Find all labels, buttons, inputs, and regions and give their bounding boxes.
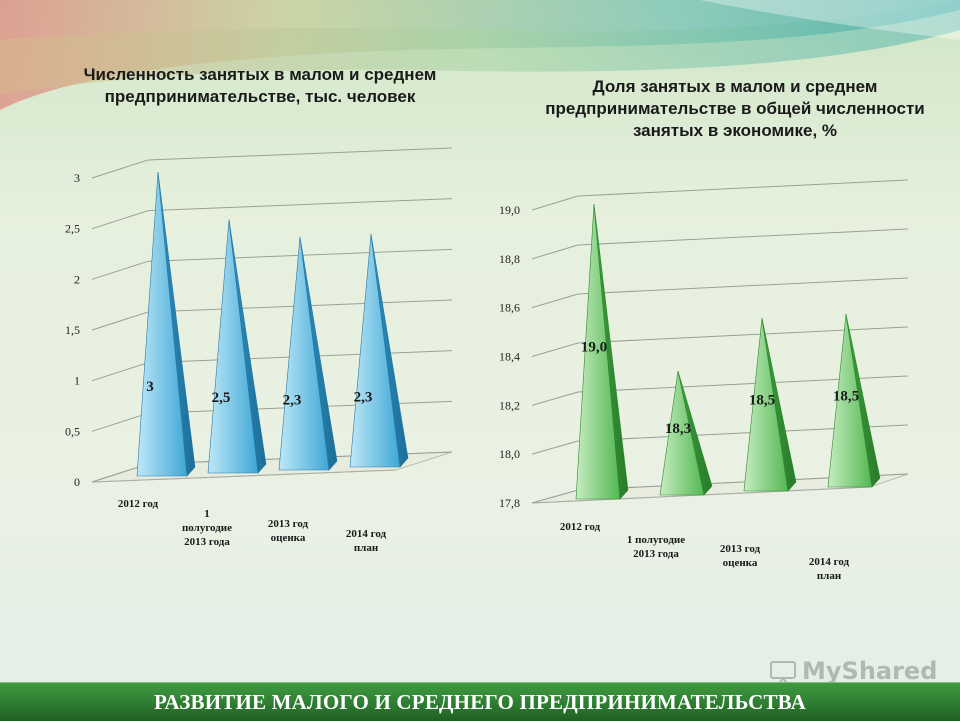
bar-side [761, 318, 797, 492]
gridline-side [91, 210, 149, 230]
gridline [577, 179, 909, 197]
data-label: 2,3 [283, 393, 302, 409]
y-tick-label: 18,0 [499, 447, 520, 461]
data-label: 18,5 [749, 393, 775, 409]
gridline-side [531, 244, 579, 260]
x-axis-line [91, 469, 397, 483]
gridline [577, 277, 909, 295]
y-tick-label: 1,5 [65, 323, 80, 337]
y-tick-label: 2,5 [65, 222, 80, 236]
footer-banner: РАЗВИТИЕ МАЛОГО И СРЕДНЕГО ПРЕДПРИНИМАТЕ… [0, 682, 960, 721]
y-tick-label: 2 [74, 272, 80, 286]
x-tick-label: 2014 год план [809, 556, 850, 582]
data-label: 3 [146, 379, 154, 395]
y-tick-label: 19,0 [499, 203, 520, 217]
x-tick-label: 2012 год [118, 498, 159, 510]
x-tick-label: 2014 год план [346, 528, 387, 554]
chart-title-share: Доля занятых в малом и среднем предприни… [545, 77, 925, 140]
data-label: 2,3 [354, 390, 373, 406]
bar-side [593, 203, 629, 500]
data-label: 18,5 [833, 389, 859, 405]
x-tick-label: 2013 год оценка [268, 518, 309, 544]
y-tick-label: 1 [74, 374, 80, 388]
bar-side [370, 233, 409, 468]
gridline-side [531, 195, 579, 211]
bar-side [228, 219, 267, 474]
watermark-text: MyShared [802, 657, 938, 685]
y-tick-label: 18,2 [499, 398, 520, 412]
gridline-side [91, 311, 149, 331]
x-tick-label: 1 полугодие 2013 года [627, 534, 685, 560]
footer-text: РАЗВИТИЕ МАЛОГО И СРЕДНЕГО ПРЕДПРИНИМАТЕ… [154, 689, 806, 714]
x-tick-label: 1 полугодие 2013 года [182, 508, 232, 548]
gridline-side [91, 362, 149, 382]
bar-side [157, 171, 196, 477]
bar-side [677, 370, 713, 496]
gridline [147, 198, 453, 212]
bar-side [845, 314, 881, 488]
gridline-side [531, 342, 579, 357]
data-label: 19,0 [581, 340, 607, 356]
gridline-side [531, 489, 579, 504]
data-label: 2,5 [212, 390, 231, 406]
x-tick-label: 2012 год [560, 521, 601, 533]
y-tick-label: 0,5 [65, 424, 80, 438]
gridline-side [531, 391, 579, 406]
y-tick-label: 3 [74, 171, 80, 185]
y-tick-label: 18,4 [499, 350, 520, 364]
gridline [577, 228, 909, 246]
gridline-side [531, 440, 579, 455]
gridline [147, 147, 453, 161]
gridline-side [531, 293, 579, 309]
gridline-side [91, 159, 149, 179]
gridline [577, 326, 909, 344]
y-tick-label: 18,6 [499, 301, 520, 315]
y-tick-label: 0 [74, 475, 80, 489]
bar-side [299, 236, 338, 471]
x-tick-label: 2013 год оценка [720, 543, 761, 569]
y-tick-label: 18,8 [499, 252, 520, 266]
gridline-side [91, 412, 149, 432]
data-label: 18,3 [665, 421, 691, 437]
y-tick-label: 17,8 [499, 496, 520, 510]
chart-title-employment: Численность занятых в малом и среднем пр… [83, 65, 437, 106]
watermark: MyShared [768, 654, 937, 688]
gridline-side [91, 260, 149, 280]
